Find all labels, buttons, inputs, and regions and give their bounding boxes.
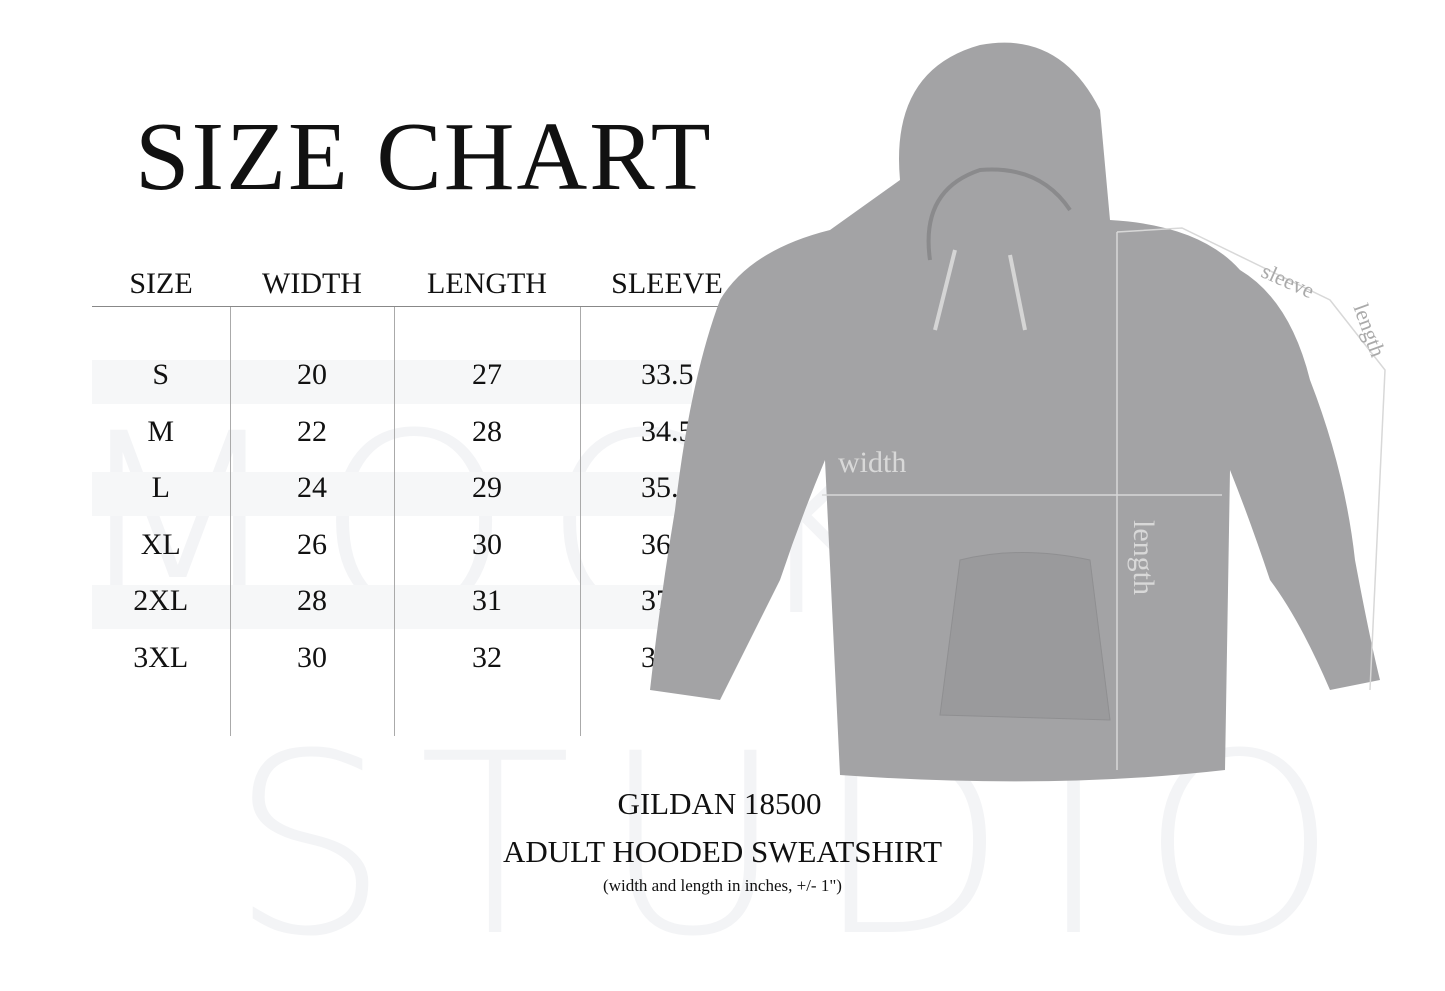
page-title: SIZE CHART <box>135 103 713 211</box>
length-label: length <box>1127 520 1160 595</box>
width-cell: 26 <box>229 516 394 573</box>
table-row: L 24 29 35.5 <box>92 460 754 517</box>
width-cell: 20 <box>229 347 394 404</box>
hoodie-pocket <box>939 552 1111 721</box>
table-header-row: SIZE WIDTH LENGTH SLEEVE <box>92 262 754 307</box>
size-cell: XL <box>140 527 181 561</box>
length-cell: 31 <box>393 573 580 630</box>
sleeve-guide <box>1116 227 1386 691</box>
size-cell: 2XL <box>133 584 189 618</box>
header-width: WIDTH <box>230 262 394 307</box>
drawstrings <box>933 249 1027 331</box>
product-model: GILDAN 18500 <box>617 786 822 821</box>
size-cell: M <box>147 414 175 448</box>
width-cell: 30 <box>229 629 394 686</box>
table-row: S 20 27 33.5 <box>92 347 754 404</box>
header-length: LENGTH <box>394 262 580 307</box>
product-name: ADULT HOODED SWEATSHIRT <box>502 834 943 869</box>
hoodie-body <box>650 42 1380 782</box>
size-cell: S <box>152 358 170 392</box>
header-size: SIZE <box>92 262 230 307</box>
length-cell: 29 <box>393 460 580 517</box>
width-cell: 24 <box>229 460 394 517</box>
hoodie-image <box>650 42 1386 782</box>
length-cell: 28 <box>393 403 580 460</box>
width-cell: 28 <box>229 573 394 630</box>
measurement-note: (width and length in inches, +/- 1") <box>603 876 842 895</box>
width-cell: 22 <box>229 403 394 460</box>
length-cell: 30 <box>393 516 580 573</box>
hood-opening <box>926 167 1072 261</box>
size-cell: L <box>151 471 170 505</box>
size-cell: 3XL <box>133 640 189 674</box>
length-cell: 32 <box>393 629 580 686</box>
length-cell: 27 <box>393 347 580 404</box>
width-label: width <box>838 446 907 479</box>
